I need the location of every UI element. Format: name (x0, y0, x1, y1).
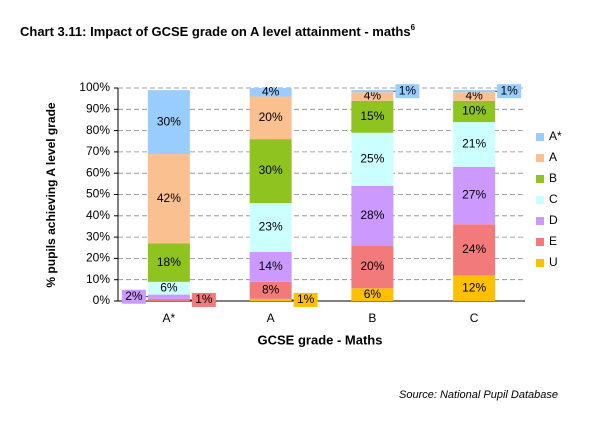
bar-segment (249, 281, 292, 299)
label-box (121, 289, 146, 304)
legend-label: B (549, 171, 557, 185)
bar-segment (147, 294, 190, 299)
data-label: 15% (360, 109, 384, 123)
y-tick-label: 80% (86, 123, 110, 137)
data-label: 28% (360, 208, 384, 222)
legend-swatch (536, 238, 544, 246)
bar-segment (249, 96, 292, 140)
x-tick-label: C (470, 311, 479, 325)
data-label: 20% (259, 110, 283, 124)
bar-segment (249, 252, 292, 282)
bar-segment (249, 203, 292, 253)
bar-segment (249, 88, 292, 97)
bar-segment (249, 139, 292, 204)
bar-segment (453, 122, 496, 167)
y-tick-label: 100% (79, 80, 110, 94)
bar-segment (453, 90, 496, 93)
data-label: 6% (364, 287, 382, 301)
bar-segment (453, 166, 496, 225)
data-label: 1% (297, 292, 315, 306)
legend-swatch (536, 154, 544, 162)
data-label: 14% (259, 259, 283, 273)
data-label: 42% (157, 191, 181, 205)
label-box (395, 84, 420, 99)
data-label: 2% (125, 289, 143, 303)
data-label: 1% (195, 292, 213, 306)
data-label: 21% (462, 137, 486, 151)
label-box (497, 84, 522, 99)
legend-label: A* (549, 129, 562, 143)
data-label: 10% (462, 104, 486, 118)
y-tick-label: 10% (86, 272, 110, 286)
legend-label: D (549, 213, 558, 227)
x-tick-label: A (267, 311, 275, 325)
bar-segment (453, 100, 496, 123)
title-text: Chart 3.11: Impact of GCSE grade on A le… (20, 24, 411, 39)
data-label: 23% (259, 220, 283, 234)
y-axis-label: % pupils achieving A level grade (44, 102, 58, 287)
data-label: 20% (360, 259, 384, 273)
bar-segment (453, 275, 496, 301)
data-label: 27% (462, 188, 486, 202)
y-tick-label: 20% (86, 251, 110, 265)
data-label: 30% (157, 114, 181, 128)
x-tick-label: A* (163, 311, 176, 325)
label-box (191, 292, 216, 307)
legend-label: U (549, 255, 558, 269)
data-label: 1% (399, 83, 417, 97)
legend-swatch (536, 196, 544, 204)
label-box (293, 292, 318, 307)
data-label: 1% (500, 83, 518, 97)
x-axis-label: GCSE grade - Maths (258, 332, 383, 347)
bar-segment (351, 288, 394, 301)
data-label: 24% (462, 242, 486, 256)
legend-swatch (536, 217, 544, 225)
source: Source: National Pupil Database (399, 389, 558, 401)
y-tick-label: 50% (86, 187, 110, 201)
bar-segment (453, 224, 496, 276)
x-tick-label: B (368, 311, 376, 325)
legend-label: E (549, 234, 557, 248)
y-tick-label: 0% (93, 293, 111, 307)
legend-swatch (536, 133, 544, 141)
bar-segment (351, 245, 394, 289)
chart-title: Chart 3.11: Impact of GCSE grade on A le… (20, 23, 416, 39)
bar-segment (351, 90, 394, 93)
bar-segment (147, 154, 190, 244)
bar-segment (351, 100, 394, 133)
bar-segment (351, 92, 394, 101)
data-label: 4% (262, 84, 280, 98)
legend-swatch (536, 259, 544, 267)
data-label: 12% (462, 280, 486, 294)
bar-segment (453, 92, 496, 101)
data-label: 30% (259, 163, 283, 177)
y-tick-label: 90% (86, 101, 110, 115)
y-tick-label: 70% (86, 144, 110, 158)
y-tick-label: 30% (86, 229, 110, 243)
y-tick-label: 40% (86, 208, 110, 222)
legend-label: C (549, 192, 558, 206)
bar-segment (249, 298, 292, 301)
bar-segment (147, 281, 190, 295)
bar-segment (147, 90, 190, 155)
bar-segment (351, 185, 394, 246)
y-tick-label: 60% (86, 165, 110, 179)
bar-segment (351, 132, 394, 186)
legend-label: A (549, 150, 557, 164)
data-label: 6% (160, 280, 178, 294)
legend-swatch (536, 175, 544, 183)
data-label: 25% (360, 152, 384, 166)
title-superscript: 6 (411, 23, 416, 32)
bar-segment (147, 243, 190, 282)
bar-segment (147, 298, 190, 301)
data-label: 8% (262, 283, 280, 297)
data-label: 18% (157, 255, 181, 269)
